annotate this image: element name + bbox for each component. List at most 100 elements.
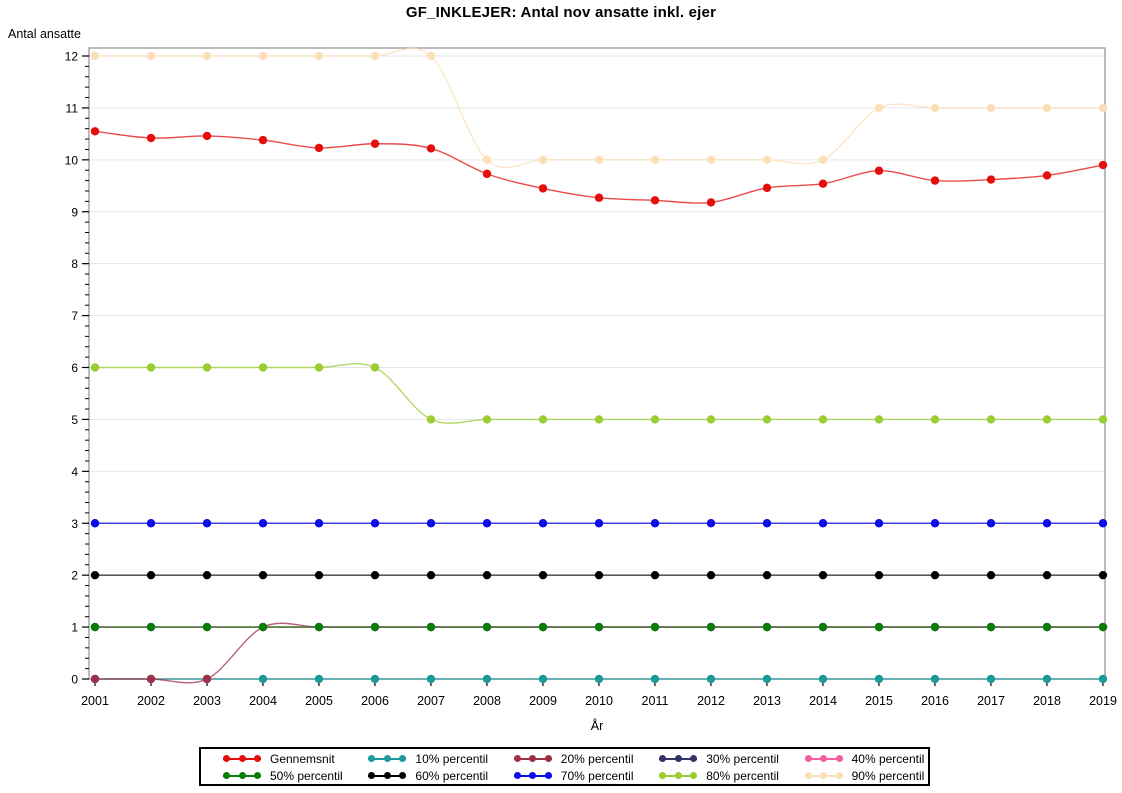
legend-item: 20% percentil (492, 750, 637, 767)
y-tick-label: 3 (71, 517, 78, 531)
x-tick-label: 2011 (642, 694, 669, 708)
data-point-marker (818, 179, 828, 188)
data-point-marker (874, 570, 884, 580)
x-tick-label: 2010 (585, 694, 613, 708)
legend-item: 10% percentil (346, 750, 491, 767)
data-point-marker (986, 622, 996, 632)
data-point-marker (90, 674, 100, 684)
data-point-marker (146, 622, 156, 632)
data-point-marker (202, 674, 212, 684)
data-point-marker (650, 155, 660, 165)
data-point-marker (314, 143, 324, 153)
legend-marker-icon (513, 754, 552, 763)
data-point-marker (706, 415, 716, 424)
legend-marker-icon (804, 754, 843, 763)
data-point-marker (202, 51, 212, 61)
legend-item: 60% percentil (346, 767, 491, 784)
plot-frame (88, 47, 1106, 680)
data-point-marker (762, 155, 772, 165)
data-point-marker (986, 103, 996, 113)
data-point-marker (538, 155, 548, 165)
data-point-marker (930, 622, 940, 632)
data-point-marker (818, 519, 828, 528)
x-tick-label: 2013 (753, 694, 781, 708)
data-point-marker (706, 155, 716, 165)
data-point-marker (762, 622, 772, 632)
data-point-marker (706, 198, 716, 207)
x-tick-label: 2008 (473, 694, 501, 708)
x-tick-label: 2003 (193, 694, 221, 708)
legend-label: 70% percentil (560, 768, 634, 783)
series-line (94, 130, 1104, 204)
data-point-marker (1098, 103, 1108, 113)
data-point-marker (146, 133, 156, 143)
data-point-marker (1042, 519, 1052, 528)
data-point-marker (482, 169, 492, 179)
data-point-marker (370, 519, 380, 528)
data-point-marker (426, 519, 436, 528)
legend-item: 50% percentil (201, 767, 346, 784)
data-point-marker (482, 155, 492, 165)
data-point-marker (706, 570, 716, 580)
data-point-marker (90, 622, 100, 632)
data-point-marker (930, 176, 940, 185)
data-point-marker (538, 622, 548, 632)
data-point-marker (258, 51, 268, 61)
data-point-marker (370, 622, 380, 632)
data-point-marker (314, 519, 324, 528)
legend-marker-icon (513, 771, 552, 780)
data-point-marker (370, 363, 380, 372)
data-point-marker (986, 570, 996, 580)
x-tick-label: 2012 (697, 694, 725, 708)
data-point-marker (874, 103, 884, 113)
data-point-marker (202, 363, 212, 372)
data-point-marker (426, 570, 436, 580)
data-point-marker (650, 570, 660, 580)
legend-marker-icon (223, 754, 261, 763)
data-point-marker (1042, 171, 1052, 180)
legend-marker-icon (659, 754, 698, 763)
chart-title: GF_INKLEJER: Antal nov ansatte inkl. eje… (405, 4, 717, 21)
x-tick-label: 2017 (977, 694, 1005, 708)
data-point-marker (426, 622, 436, 632)
data-point-marker (258, 135, 268, 145)
x-axis-label: År (590, 719, 604, 733)
y-tick-label: 8 (71, 257, 78, 271)
data-point-marker (538, 674, 548, 684)
data-point-marker (706, 622, 716, 632)
data-point-marker (818, 415, 828, 424)
y-axis-label: Antal ansatte (8, 27, 81, 41)
x-tick-label: 2006 (361, 694, 389, 708)
data-point-marker (930, 519, 940, 528)
data-point-marker (930, 103, 940, 113)
data-point-marker (482, 570, 492, 580)
data-point-marker (258, 363, 268, 372)
x-tick-label: 2015 (865, 694, 893, 708)
data-point-marker (650, 519, 660, 528)
legend-label: 80% percentil (706, 768, 779, 783)
legend-label: 20% percentil (560, 751, 634, 766)
y-tick-label: 0 (71, 673, 78, 687)
y-tick-label: 12 (65, 50, 79, 64)
data-point-marker (314, 622, 324, 632)
y-tick-label: 4 (71, 465, 78, 479)
data-point-marker (1098, 519, 1108, 528)
data-point-marker (482, 415, 492, 424)
x-tick-label: 2002 (137, 694, 165, 708)
legend-marker-icon (659, 771, 698, 780)
data-point-marker (90, 127, 100, 136)
data-point-marker (314, 674, 324, 684)
x-tick-label: 2009 (529, 694, 557, 708)
data-point-marker (650, 622, 660, 632)
data-point-marker (90, 51, 100, 61)
data-point-marker (594, 674, 604, 684)
data-point-marker (258, 622, 268, 632)
legend-marker-icon (804, 771, 843, 780)
legend-item: 40% percentil (783, 750, 928, 767)
data-point-marker (874, 674, 884, 684)
chart-legend: Gennemsnit 10% percentil 20% percentil 30% … (199, 747, 930, 786)
y-tick-label: 6 (71, 361, 78, 375)
y-tick-label: 11 (66, 101, 79, 115)
data-point-marker (650, 196, 660, 205)
